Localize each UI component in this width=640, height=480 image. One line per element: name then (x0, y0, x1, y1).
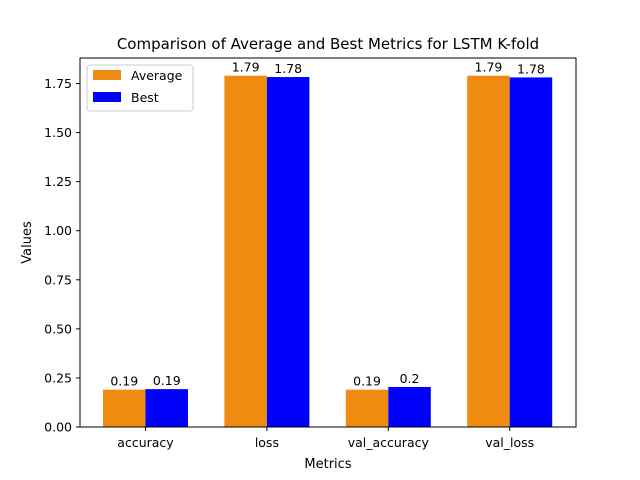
data-label-best-val-accuracy: 0.2 (400, 371, 420, 386)
bar-best-val-loss (509, 77, 553, 427)
bar-best-loss (266, 77, 310, 428)
x-tick-label-loss: loss (255, 435, 279, 450)
legend-swatch-best (93, 92, 121, 102)
bar-average-loss (224, 75, 267, 428)
plot-frame (79, 57, 577, 428)
bar-best-val-accuracy (388, 386, 431, 427)
bars-group (103, 75, 553, 428)
data-label-average-val-accuracy: 0.19 (353, 374, 381, 389)
y-tick-label: 0.75 (44, 272, 72, 287)
bar-average-accuracy (103, 389, 146, 427)
data-label-average-loss: 1.79 (232, 60, 260, 75)
y-axis-label: Values (20, 221, 35, 264)
y-tick-label: 1.50 (44, 125, 72, 140)
y-tick-label: 0.50 (44, 321, 72, 336)
y-tick-label: 1.75 (44, 76, 72, 91)
x-tick-label-accuracy: accuracy (117, 435, 174, 450)
legend-label-average: Average (131, 68, 183, 83)
y-tick-label: 1.00 (44, 223, 72, 238)
data-label-average-val-loss: 1.79 (475, 60, 503, 75)
data-label-best-val-loss: 1.78 (517, 61, 545, 76)
data-label-best-accuracy: 0.19 (153, 373, 181, 388)
bar-labels-group: 0.19 0.19 1.79 1.78 0.19 0.2 1.79 1.78 (110, 60, 545, 389)
y-tick-label: 1.25 (44, 174, 72, 189)
y-tick-label: 0.25 (44, 370, 72, 385)
data-label-average-accuracy: 0.19 (110, 374, 138, 389)
bar-average-val-loss (467, 75, 510, 428)
chart-title: Comparison of Average and Best Metrics f… (117, 35, 539, 53)
legend-label-best: Best (131, 90, 159, 105)
legend: Average Best (86, 64, 194, 112)
x-axis-ticks: accuracy loss val_accuracy val_loss (117, 427, 534, 450)
bar-average-val-accuracy (345, 389, 389, 427)
legend-swatch-average (93, 70, 121, 80)
x-tick-label-val-accuracy: val_accuracy (348, 435, 430, 450)
y-axis-ticks: 0.00 0.25 0.50 0.75 1.00 1.25 1.50 1.75 (44, 76, 80, 435)
data-label-best-loss: 1.78 (274, 61, 302, 76)
x-axis-label: Metrics (304, 457, 351, 472)
y-tick-label: 0.00 (44, 420, 72, 435)
x-tick-label-val-loss: val_loss (485, 435, 534, 450)
bar-best-accuracy (145, 389, 188, 427)
